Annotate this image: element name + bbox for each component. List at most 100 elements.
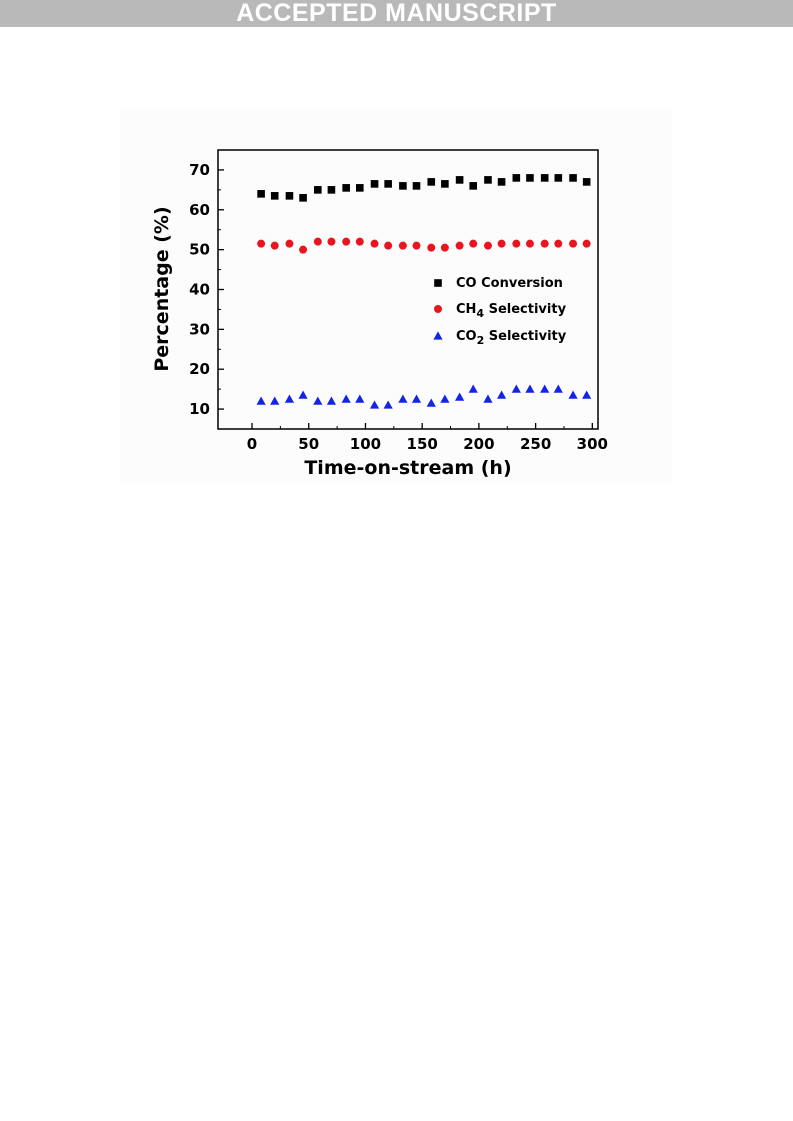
co2-selectivity-point [256, 396, 266, 405]
x-axis: 0 50 100 150 200 250 300 [247, 423, 608, 453]
co2-selectivity-point [313, 396, 323, 405]
y-tick-label: 40 [189, 281, 210, 299]
ch4-selectivity-point [569, 239, 578, 248]
co2-selectivity-point [525, 384, 535, 393]
co2-selectivity-point [284, 394, 295, 403]
y-tick-label: 60 [189, 201, 210, 219]
time-on-stream-chart: 0 50 100 150 200 250 300 10 20 30 40 50 60 70 Time-o… [151, 149, 608, 479]
ch4-selectivity-point [398, 241, 407, 250]
co-conversion-point [469, 182, 478, 190]
ch4-selectivity-point [285, 239, 294, 248]
ch4-selectivity-point [270, 241, 279, 250]
legend-co-conversion-marker [434, 279, 442, 287]
legend-ch4-selectivity-marker [434, 305, 442, 313]
ch4-selectivity-point [469, 239, 478, 248]
y-axis: 10 20 30 40 50 60 70 [189, 149, 224, 430]
ch4-selectivity-point [554, 239, 563, 248]
x-tick-label: 150 [407, 435, 438, 453]
co2-selectivity-point [468, 384, 478, 393]
co2-selectivity-point [553, 384, 563, 393]
y-tick-label: 20 [189, 360, 210, 378]
ch4-selectivity-point [525, 239, 534, 248]
co-conversion-point [427, 178, 436, 186]
co-conversion-point [270, 192, 279, 200]
ch4-selectivity-point [440, 243, 449, 252]
co2-selectivity-point [496, 390, 507, 399]
legend-co2-selectivity-label: CO2 Selectivity [456, 329, 567, 347]
co-conversion-point [370, 180, 379, 188]
co-conversion-point [455, 176, 464, 184]
co2-selectivity-point [440, 394, 450, 403]
co-conversion-point [399, 182, 407, 190]
ch4-selectivity-point [327, 237, 336, 246]
co-conversion-point [569, 174, 577, 182]
ch4-selectivity-point [412, 241, 421, 250]
co2-selectivity-point [355, 394, 365, 403]
co2-selectivity-point [369, 400, 380, 409]
co2-selectivity-point [426, 398, 436, 407]
ch4-selectivity-point [512, 239, 521, 248]
co2-selectivity-point [568, 390, 578, 399]
co-conversion-point [327, 186, 336, 194]
y-tick-label: 50 [189, 241, 210, 259]
legend-co2-selectivity-marker [433, 331, 443, 340]
co2-selectivity-point [455, 392, 465, 401]
co-conversion-point [342, 184, 350, 192]
y-tick-label: 70 [189, 161, 210, 179]
co-conversion-point [497, 178, 506, 186]
ch4-selectivity-point [540, 239, 549, 248]
co2-selectivity-point [270, 396, 280, 405]
y-tick-label: 30 [189, 320, 210, 338]
figure-panel: 0 50 100 150 200 250 300 10 20 30 40 50 60 70 Time-o… [120, 108, 672, 484]
legend-ch4-selectivity-label: CH4 Selectivity [456, 302, 567, 320]
ch4-selectivity-point [384, 241, 393, 250]
co2-selectivity-point [326, 396, 337, 405]
co-conversion-point [412, 182, 421, 190]
co2-selectivity-point [511, 384, 521, 393]
x-tick-label: 200 [463, 435, 494, 453]
co2-selectivity-point [341, 394, 351, 403]
co-conversion-point [285, 192, 294, 200]
co-conversion-point [299, 194, 307, 202]
co2-selectivity-point [383, 400, 393, 409]
legend-co-conversion-label: CO Conversion [456, 276, 563, 291]
co2-selectivity-point [582, 390, 592, 399]
co2-selectivity-point [540, 384, 550, 393]
ch4-selectivity-point [370, 239, 379, 248]
y-axis-title: Percentage (%) [151, 206, 173, 371]
co-conversion-point [554, 174, 563, 182]
ch4-selectivity-point [483, 241, 492, 250]
co2-selectivity-point [298, 390, 308, 399]
ch4-selectivity-point [497, 239, 506, 248]
x-tick-label: 0 [247, 435, 257, 453]
ch4-selectivity-point [355, 237, 364, 246]
ch4-selectivity-point [342, 237, 351, 246]
co-conversion-point [484, 176, 492, 184]
co-conversion-point [512, 174, 521, 182]
co2-selectivity-point [483, 394, 493, 403]
x-tick-label: 50 [298, 435, 319, 453]
ch4-selectivity-point [427, 243, 436, 252]
accepted-manuscript-banner: ACCEPTED MANUSCRIPT [0, 0, 793, 27]
co2-selectivity-point [411, 394, 422, 403]
chart-legend: CO Conversion CH4 Selectivity CO2 Selectiv… [433, 276, 567, 347]
co-conversion-point [540, 174, 549, 182]
data-points [256, 174, 592, 409]
x-tick-label: 250 [520, 435, 551, 453]
co2-selectivity-point [398, 394, 408, 403]
ch4-selectivity-point [299, 245, 308, 254]
y-tick-label: 10 [189, 400, 210, 418]
co-conversion-point [257, 190, 265, 198]
co-conversion-point [314, 186, 322, 194]
x-tick-label: 100 [350, 435, 381, 453]
co-conversion-point [355, 184, 364, 192]
co-conversion-point [526, 174, 534, 182]
x-tick-label: 300 [577, 435, 608, 453]
ch4-selectivity-point [313, 237, 322, 246]
ch4-selectivity-point [582, 239, 591, 248]
ch4-selectivity-point [455, 241, 464, 250]
co-conversion-point [384, 180, 392, 188]
ch4-selectivity-point [257, 239, 266, 248]
co-conversion-point [582, 178, 591, 186]
co-conversion-point [441, 180, 449, 188]
